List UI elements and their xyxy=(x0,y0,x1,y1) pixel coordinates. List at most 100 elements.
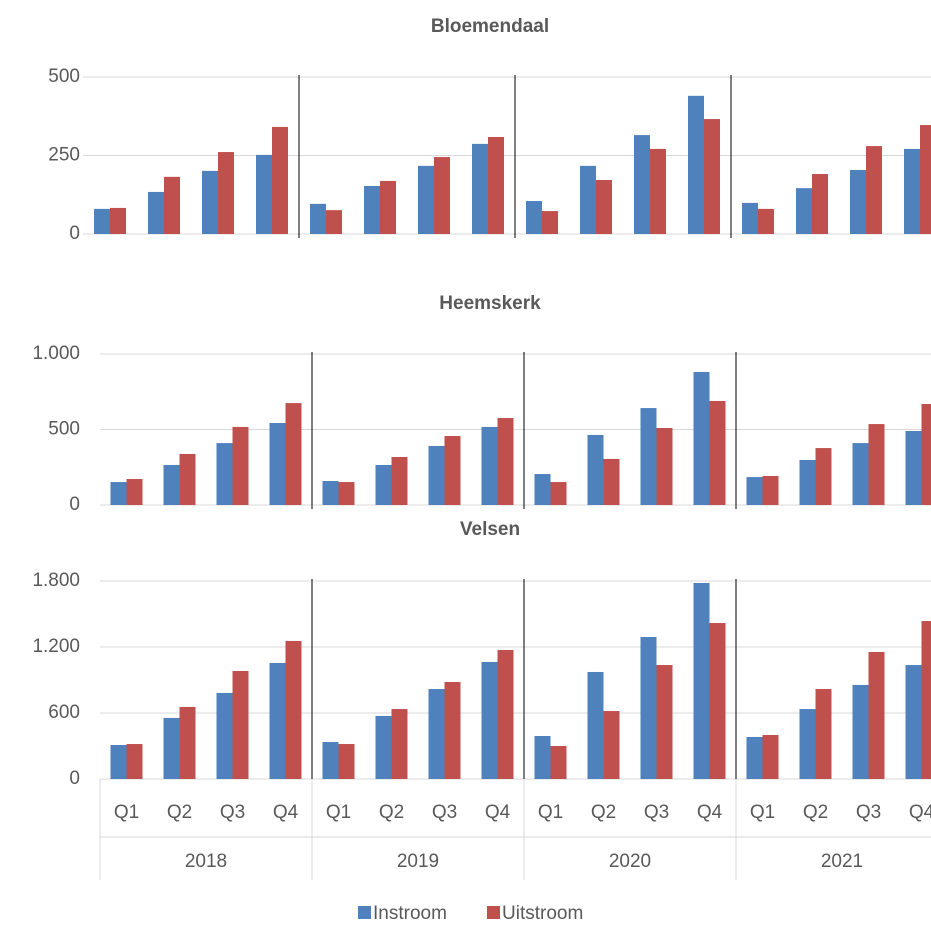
bar xyxy=(285,403,302,505)
x-tick-label: Q1 xyxy=(750,802,775,823)
bar xyxy=(587,671,604,779)
bar xyxy=(380,180,396,234)
x-tick-label: Q3 xyxy=(644,802,669,823)
bar xyxy=(534,474,551,505)
bar xyxy=(815,448,832,505)
bar xyxy=(650,148,666,234)
bar xyxy=(921,403,931,505)
bar xyxy=(852,684,869,779)
bar xyxy=(850,169,866,234)
bar xyxy=(634,135,650,234)
y-tick-label: 0 xyxy=(69,768,80,789)
bar xyxy=(603,711,620,779)
x-group-label: 2021 xyxy=(821,851,863,872)
bar xyxy=(418,165,434,234)
bar xyxy=(110,482,127,505)
x-group-label: 2018 xyxy=(185,851,227,872)
x-tick-label: Q1 xyxy=(538,802,563,823)
y-tick-label: 250 xyxy=(48,145,80,166)
bar xyxy=(742,202,758,234)
bar xyxy=(920,125,931,234)
chart-title: Velsen xyxy=(460,519,520,540)
bar xyxy=(326,210,342,234)
y-tick-label: 500 xyxy=(48,419,80,440)
bar xyxy=(444,435,461,505)
bar xyxy=(526,201,542,234)
bar xyxy=(202,170,218,234)
bar xyxy=(762,476,779,505)
x-tick-label: Q3 xyxy=(220,802,245,823)
bar xyxy=(812,174,828,234)
x-tick-label: Q3 xyxy=(432,802,457,823)
bar xyxy=(542,211,558,234)
x-tick-label: Q4 xyxy=(909,802,931,823)
bar xyxy=(656,665,673,779)
bar xyxy=(704,119,720,234)
bar xyxy=(587,434,604,505)
bar xyxy=(126,479,143,505)
bar xyxy=(746,477,763,505)
bar xyxy=(688,95,704,234)
bar xyxy=(550,482,567,505)
bar xyxy=(375,464,392,505)
bar xyxy=(163,464,180,505)
x-tick-label: Q2 xyxy=(591,802,616,823)
bar xyxy=(796,188,812,234)
bar xyxy=(126,744,143,779)
bar xyxy=(709,623,726,779)
bar xyxy=(746,736,763,779)
bar xyxy=(216,443,233,505)
bar xyxy=(322,480,339,505)
bar xyxy=(428,445,445,505)
bar xyxy=(434,157,450,234)
bar xyxy=(921,621,931,779)
bar xyxy=(693,371,710,505)
bar xyxy=(656,427,673,505)
bar xyxy=(232,426,249,505)
bar xyxy=(868,651,885,779)
y-tick-label: 1.000 xyxy=(32,343,80,364)
bar xyxy=(391,456,408,505)
bar xyxy=(310,203,326,234)
x-tick-label: Q1 xyxy=(326,802,351,823)
bar xyxy=(799,460,816,505)
bar xyxy=(488,136,504,234)
y-tick-label: 1.200 xyxy=(32,636,80,657)
legend-label: Instroom xyxy=(373,903,447,924)
bar xyxy=(852,443,869,505)
bar xyxy=(375,715,392,779)
bar xyxy=(428,689,445,779)
y-tick-label: 1.800 xyxy=(32,570,80,591)
bar xyxy=(444,681,461,779)
legend-label: Uitstroom xyxy=(502,903,583,924)
bar xyxy=(110,745,127,779)
bar xyxy=(272,126,288,234)
bar xyxy=(905,431,922,505)
bar xyxy=(481,661,498,779)
bar xyxy=(640,408,657,505)
x-tick-label: Q4 xyxy=(273,802,299,823)
y-tick-label: 0 xyxy=(69,494,80,515)
bar xyxy=(580,165,596,234)
bar xyxy=(391,709,408,779)
bar xyxy=(364,185,380,234)
bar xyxy=(269,423,286,505)
bar xyxy=(497,418,514,505)
bar xyxy=(596,179,612,234)
x-tick-label: Q2 xyxy=(167,802,192,823)
y-tick-label: 0 xyxy=(69,223,80,244)
bar xyxy=(256,154,272,234)
bar xyxy=(497,649,514,779)
bar xyxy=(904,148,920,234)
bar xyxy=(709,400,726,505)
x-group-label: 2020 xyxy=(609,851,651,872)
bar xyxy=(550,746,567,779)
bar xyxy=(269,662,286,779)
bar xyxy=(94,208,110,234)
chart-title: Heemskerk xyxy=(439,293,541,314)
x-tick-label: Q1 xyxy=(114,802,139,823)
bar xyxy=(148,191,164,234)
bar xyxy=(481,426,498,505)
x-tick-label: Q4 xyxy=(697,802,723,823)
x-tick-label: Q2 xyxy=(803,802,828,823)
